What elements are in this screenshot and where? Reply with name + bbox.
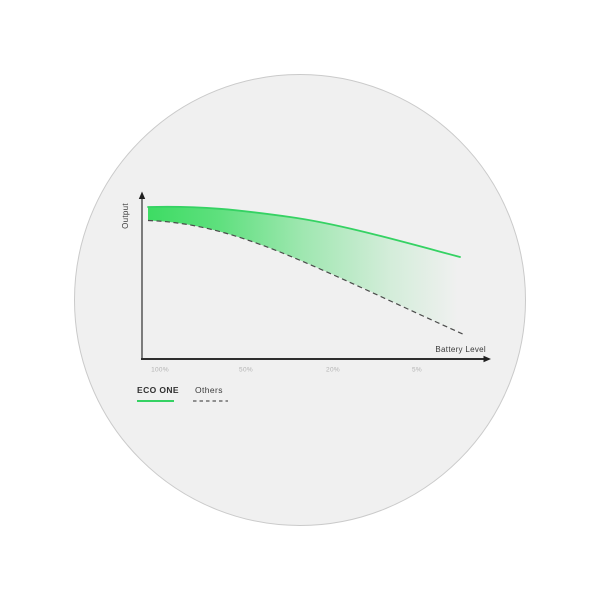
x-tick-50: 50% [239, 367, 253, 374]
y-axis-arrow-icon [138, 191, 146, 199]
x-axis-label: Battery Level [435, 345, 486, 354]
x-axis-arrow-icon [483, 355, 491, 363]
chart-legend: ECO ONE Others [137, 385, 228, 402]
x-tick-100: 100% [151, 367, 169, 374]
x-tick-5: 5% [412, 367, 422, 374]
x-tick-20: 20% [326, 367, 340, 374]
legend-label-eco-one: ECO ONE [137, 385, 179, 395]
series-fill-area [148, 206, 460, 333]
others-line [147, 219, 466, 336]
eco-one-line [147, 205, 461, 258]
x-tick-labels: 100% 50% 20% 5% [151, 367, 422, 374]
y-axis-label: Output [121, 203, 130, 229]
legend-label-others: Others [195, 385, 223, 395]
